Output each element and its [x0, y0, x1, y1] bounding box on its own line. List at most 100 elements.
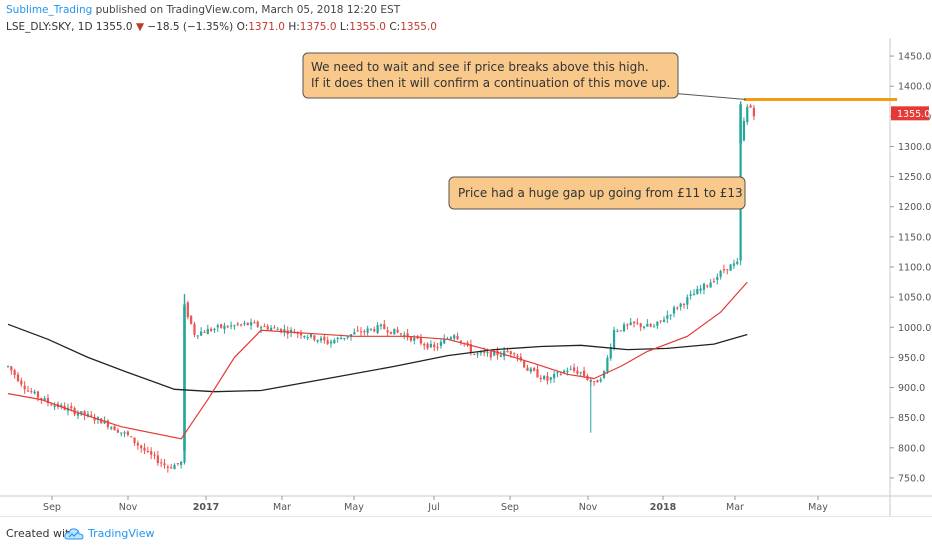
gap-up-candle-body [739, 104, 742, 144]
candle-body [200, 331, 203, 336]
candle-body [712, 281, 716, 283]
candle-body [353, 332, 356, 335]
candle-body [396, 329, 399, 333]
candle-body [702, 283, 706, 290]
tradingview-brand-link[interactable]: TradingView [88, 527, 155, 540]
candle-body [146, 450, 149, 452]
y-tick-label: 1100.0 [898, 263, 931, 274]
y-tick-label: 950.0 [898, 353, 925, 364]
candle-body [612, 330, 616, 349]
candle-body [133, 437, 136, 443]
candle-body [389, 331, 393, 334]
low-label: L: [339, 21, 350, 33]
close-label: C: [389, 21, 401, 33]
candle-body [30, 391, 33, 393]
candle-body [363, 331, 366, 333]
candle-body [10, 366, 13, 371]
time-axis[interactable]: Sep Nov 2017 Mar May Jul Sep Nov 2018 Mar May [43, 496, 828, 513]
price-chart[interactable]: We need to wait and see if price breaks … [0, 38, 932, 516]
candle-body [699, 288, 702, 291]
candle-body [692, 294, 696, 296]
candle-body [526, 367, 529, 371]
candle-body [659, 320, 662, 322]
high-label: H: [288, 21, 300, 33]
candle-body [203, 331, 206, 333]
candle-body [343, 337, 346, 339]
candle-body [90, 415, 93, 417]
candle-body [339, 338, 343, 340]
candle-body [213, 328, 216, 331]
author-link[interactable]: Sublime_Trading [6, 4, 93, 16]
x-tick-label: Mar [273, 502, 291, 513]
candle-body [53, 405, 56, 408]
tradingview-cloud-icon [64, 528, 84, 540]
candle-body [746, 106, 749, 123]
x-tick-label: Nov [579, 502, 598, 513]
down-arrow-icon: ▼ [135, 21, 145, 33]
candle-body [616, 330, 619, 332]
open-label: O: [236, 21, 249, 33]
candle-body [619, 330, 622, 332]
candle-body [113, 426, 116, 431]
candle-body [36, 391, 40, 398]
symbol-label[interactable]: LSE_DLY:SKY, 1D [6, 21, 93, 33]
annotation-breakout-line-1: We need to wait and see if price breaks … [311, 60, 649, 74]
candle-body [543, 375, 546, 380]
candle-body [150, 451, 153, 455]
candle-body [466, 342, 469, 345]
candle-body [636, 322, 639, 324]
candle-body [206, 328, 209, 335]
annotation-pointer-line [669, 92, 746, 100]
candle-body [469, 344, 472, 353]
x-tick-label: May [808, 502, 828, 513]
candle-body [483, 351, 486, 353]
open-value: 1371.0 [248, 21, 285, 33]
candle-body [269, 327, 273, 331]
candle-body [682, 304, 686, 306]
candle-body [273, 327, 276, 329]
candle-body [576, 370, 579, 374]
candle-body [546, 375, 549, 381]
candle-body [193, 323, 196, 335]
candle-body [439, 341, 442, 346]
candle-body [573, 367, 576, 371]
candle-body [210, 328, 213, 331]
y-tick-label: 750.0 [898, 473, 925, 484]
ohlc-bar: LSE_DLY:SKY, 1D 1355.0 ▼ −18.5 (−1.35%) … [6, 21, 437, 33]
candle-body [423, 343, 426, 346]
candle-body [509, 351, 512, 354]
candle-body [163, 463, 166, 466]
candle-body [719, 270, 722, 277]
candle-body [553, 374, 556, 379]
y-tick-label: 1200.0 [898, 202, 931, 213]
candle-body [513, 353, 516, 355]
candle-body [426, 343, 429, 349]
annotation-gap-note[interactable]: Price had a huge gap up going from £11 t… [448, 176, 746, 210]
candle-body [649, 324, 652, 327]
x-tick-label: Nov [119, 502, 138, 513]
candle-body [356, 330, 359, 332]
last-price-tag-text: 1355.0 [897, 109, 930, 120]
candle-body [503, 350, 506, 357]
candle-body [336, 337, 339, 340]
candle-body [369, 328, 373, 330]
candle-body [263, 326, 266, 328]
candle-body [140, 445, 143, 449]
annotation-breakout-note[interactable]: We need to wait and see if price breaks … [302, 52, 679, 99]
x-tick-label: May [344, 502, 364, 513]
candle-body [506, 350, 509, 353]
candle-body [40, 398, 43, 400]
candle-body [309, 334, 313, 337]
candle-body [443, 339, 446, 344]
candle-body [13, 370, 16, 376]
candle-body [143, 447, 146, 451]
candle-body [323, 336, 326, 341]
candle-body [479, 352, 482, 354]
candle-body [173, 464, 176, 470]
low-value: 1355.0 [349, 21, 386, 33]
candle-body [433, 344, 436, 348]
candle-body [523, 361, 526, 368]
candle-body [316, 339, 319, 342]
candle-body [599, 379, 602, 382]
candle-body [230, 325, 233, 327]
